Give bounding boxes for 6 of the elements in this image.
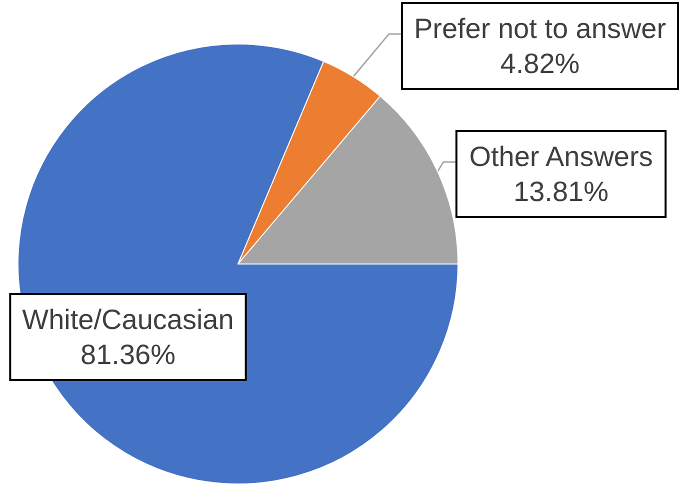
data-label: 4.82% [500, 48, 580, 79]
slice-label: Other Answers [469, 141, 653, 172]
data-label: 13.81% [514, 176, 608, 207]
slice-label: White/Caucasian [22, 304, 234, 335]
data-label: 81.36% [80, 339, 176, 370]
slice-label: Prefer not to answer [414, 13, 666, 44]
